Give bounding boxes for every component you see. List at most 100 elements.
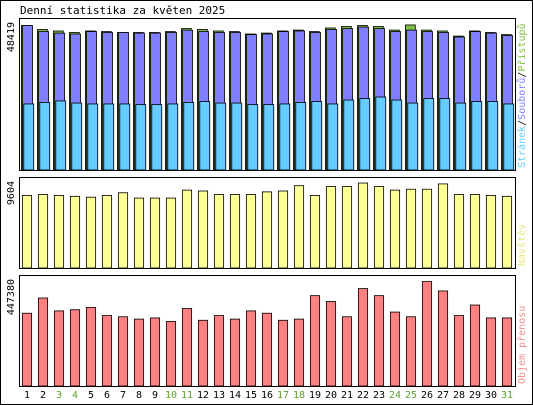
x-tick-label: 7: [120, 390, 126, 401]
bar-volume-0-21: [341, 316, 353, 387]
x-tick-label: 27: [437, 390, 449, 401]
svg-text:Objem přenosu: Objem přenosu: [516, 306, 528, 384]
bar-hits-2-26: [423, 98, 435, 171]
x-tick-label: 3: [56, 390, 62, 401]
bar-visits-0-21: [341, 186, 353, 269]
bar-volume-0-5: [85, 306, 97, 387]
x-tick-label: 28: [453, 390, 465, 401]
x-tick-label: 29: [469, 390, 481, 401]
bar-hits-2-24: [391, 99, 403, 171]
bar-hits-2-5: [87, 103, 99, 171]
bar-hits-2-21: [343, 99, 355, 171]
bar-volume-0-31: [501, 317, 513, 387]
x-tick-label: 2: [40, 390, 46, 401]
bar-visits-0-11: [181, 189, 193, 269]
bar-hits-2-6: [103, 103, 115, 171]
x-tick-label: 19: [309, 390, 321, 401]
bar-hits-2-2: [39, 102, 51, 171]
bar-volume-0-8: [133, 318, 145, 387]
bar-hits-2-25: [407, 102, 419, 171]
x-tick-label: 10: [165, 390, 177, 401]
legend-item: Návštěv: [516, 224, 528, 266]
bar-visits-0-9: [149, 197, 161, 269]
series-volume-0: [21, 281, 513, 387]
legend-item: Souborů: [516, 78, 528, 120]
bar-hits-2-4: [71, 102, 83, 171]
x-tick-label: 8: [136, 390, 142, 401]
svg-text:Stránek/Souborů/Přístupů: Stránek/Souborů/Přístupů: [516, 23, 528, 168]
x-tick-label: 24: [389, 390, 401, 401]
bar-visits-0-13: [213, 194, 225, 269]
x-tick-label: 31: [501, 390, 513, 401]
x-tick-label: 1: [24, 390, 30, 401]
bar-volume-0-4: [69, 309, 81, 387]
bar-hits-2-18: [295, 102, 307, 171]
bar-hits-2-10: [167, 103, 179, 171]
bar-visits-0-28: [453, 194, 465, 269]
x-tick-label: 21: [341, 390, 353, 401]
x-axis-day-labels: 1 2 3 4 5 6 7 8 9 10 11 12 13 14 15 16 17 18 19 20 21 22 23 24 2…: [24, 390, 513, 401]
bar-hits-2-12: [199, 101, 211, 171]
bar-hits-2-20: [327, 103, 339, 171]
x-tick-label: 20: [325, 390, 337, 401]
panel-visits: 9604 Návštěv: [6, 177, 528, 269]
bar-visits-0-30: [485, 195, 497, 269]
bar-volume-0-18: [293, 318, 305, 387]
bar-visits-0-25: [405, 188, 417, 269]
x-tick-label: 30: [485, 390, 497, 401]
bar-visits-0-7: [117, 192, 129, 269]
bar-volume-0-29: [469, 304, 481, 387]
bar-volume-0-19: [309, 295, 321, 387]
bar-visits-0-27: [437, 183, 449, 269]
bar-volume-0-17: [277, 319, 289, 387]
bar-visits-0-17: [277, 190, 289, 269]
bar-visits-0-18: [293, 185, 305, 269]
x-tick-label: 13: [213, 390, 225, 401]
panel-visits-ytick-label: 9604: [6, 181, 17, 205]
bar-hits-2-7: [119, 103, 131, 171]
x-tick-label: 17: [277, 390, 289, 401]
bar-visits-0-16: [261, 191, 273, 269]
bar-visits-0-1: [21, 195, 33, 269]
bar-hits-2-31: [503, 103, 515, 171]
bar-visits-0-3: [53, 195, 65, 269]
legend-item: Objem přenosu: [516, 306, 528, 384]
legend-item: Přístupů: [516, 23, 528, 71]
bar-hits-2-22: [359, 98, 371, 171]
bar-visits-0-5: [85, 196, 97, 269]
bar-volume-0-26: [421, 281, 433, 387]
bar-visits-0-14: [229, 194, 241, 269]
panel-visits-legend: Návštěv: [516, 224, 528, 266]
legend-item: /: [517, 72, 528, 78]
x-tick-label: 22: [357, 390, 369, 401]
bar-visits-0-26: [421, 188, 433, 269]
panel-volume-ytick-label: 447380: [6, 279, 17, 315]
x-tick-label: 14: [229, 390, 241, 401]
bar-volume-0-16: [261, 312, 273, 387]
bar-volume-0-25: [405, 316, 417, 387]
bar-hits-2-23: [375, 96, 387, 171]
bar-volume-0-10: [165, 321, 177, 387]
bar-visits-0-24: [389, 189, 401, 269]
bar-volume-0-23: [373, 295, 385, 387]
bar-hits-2-29: [471, 101, 483, 171]
x-tick-label: 16: [261, 390, 273, 401]
bar-volume-0-24: [389, 311, 401, 387]
x-tick-label: 6: [104, 390, 110, 401]
x-tick-label: 26: [421, 390, 433, 401]
bar-volume-0-15: [245, 310, 257, 387]
bar-volume-0-9: [149, 317, 161, 387]
bar-hits-2-28: [455, 102, 467, 171]
bar-volume-0-20: [325, 301, 337, 387]
bar-visits-0-20: [325, 186, 337, 269]
bar-visits-0-29: [469, 194, 481, 269]
bar-visits-0-15: [245, 194, 257, 269]
x-tick-label: 23: [373, 390, 385, 401]
chart-title: Denní statistika za květen 2025: [20, 4, 225, 17]
bar-visits-0-31: [501, 195, 513, 269]
bar-hits-2-3: [55, 100, 67, 171]
x-tick-label: 5: [88, 390, 94, 401]
